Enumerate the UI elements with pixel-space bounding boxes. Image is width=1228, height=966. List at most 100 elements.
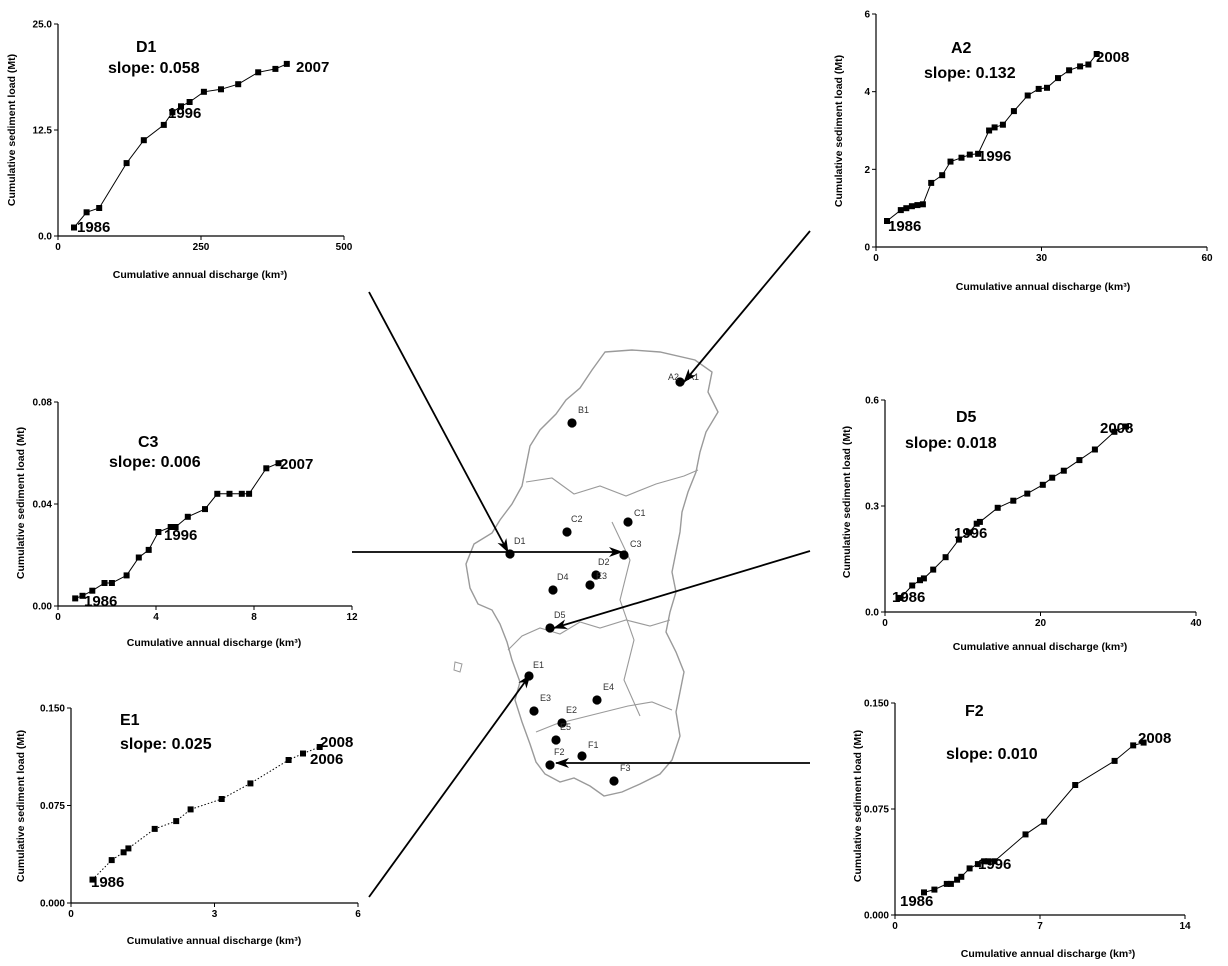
data-point: [135, 554, 142, 561]
x-axis-label: Cumulative annual discharge (km³): [127, 935, 301, 947]
year-annotation: 1986: [892, 589, 925, 606]
year-annotation: 1986: [888, 218, 921, 235]
y-tick-label: 0.0: [38, 232, 52, 243]
y-axis-label: Cumulative sediment load (Mt): [852, 730, 864, 882]
year-annotation: 1996: [164, 527, 197, 544]
data-point: [985, 858, 992, 865]
y-tick-label: 0.075: [40, 801, 65, 812]
data-point: [914, 202, 921, 209]
data-point: [272, 65, 279, 72]
station-label-e3: E3: [596, 571, 607, 581]
series-line: [92, 746, 320, 880]
data-point: [975, 150, 982, 157]
data-point: [255, 69, 262, 76]
data-point: [218, 86, 224, 93]
station-dot-e5: [551, 735, 561, 745]
data-point: [79, 592, 86, 599]
y-tick-label: 6: [864, 10, 870, 21]
station-label-b1: B1: [578, 405, 589, 415]
station-label-c3: C3: [630, 539, 642, 549]
x-axis-label: Cumulative annual discharge (km³): [127, 637, 301, 649]
data-point: [917, 577, 923, 584]
data-point: [285, 757, 292, 763]
y-tick-label: 25.0: [33, 20, 53, 31]
data-point: [1035, 85, 1042, 92]
data-point: [169, 109, 176, 116]
data-point: [1111, 428, 1118, 435]
data-point: [178, 103, 184, 110]
data-point: [1044, 84, 1050, 91]
year-annotation: 2008: [1100, 420, 1133, 437]
data-point: [151, 825, 158, 832]
station-label-f2: F2: [554, 747, 565, 757]
y-axis-label: Cumulative sediment load (Mt): [841, 426, 853, 578]
x-axis-label: Cumulative annual discharge (km³): [956, 281, 1130, 293]
chart-title: D1: [136, 39, 157, 56]
data-point: [947, 158, 954, 165]
station-dot-d5: [545, 623, 555, 633]
data-point: [958, 154, 965, 161]
chart-d1: 0 250 500 0.0 12.5 25.0 Cumulative annual disc…: [6, 20, 353, 282]
y-tick-label: 0.150: [864, 699, 889, 710]
data-point: [167, 524, 174, 530]
small-island: [453, 661, 463, 673]
x-tick-label: 12: [346, 612, 358, 623]
x-tick-label: 0: [68, 909, 74, 920]
station-label-e4: E4: [603, 682, 614, 692]
data-point: [83, 209, 90, 216]
data-point: [246, 490, 253, 497]
data-point: [316, 744, 323, 750]
x-tick-label: 0: [882, 618, 888, 629]
series-line: [923, 742, 1144, 893]
x-tick-label: 0: [892, 921, 898, 932]
y-tick-label: 4: [864, 87, 870, 98]
station-markers: A2 A1 B1 C1 C2 D1 C3 D2 E3 D4 D5 E1 E3 E4 E2 E5 F1 F2 F3: [505, 372, 699, 786]
data-point: [966, 151, 973, 158]
data-point: [954, 876, 961, 883]
data-point: [226, 490, 233, 497]
x-tick-label: 6: [355, 909, 361, 920]
data-point: [994, 504, 1001, 511]
data-point: [1085, 61, 1092, 68]
arrow-e1: [368, 674, 531, 898]
chart-slope: slope: 0.132: [924, 65, 1016, 82]
x-tick-label: 0: [55, 242, 61, 253]
y-tick-label: 0.0: [865, 608, 879, 619]
data-point: [101, 580, 108, 586]
year-annotation: 1996: [168, 105, 201, 122]
data-point: [1140, 739, 1147, 746]
data-point: [1060, 467, 1067, 474]
data-point: [1055, 75, 1061, 82]
data-point: [908, 203, 915, 210]
y-axis-label: Cumulative sediment load (Mt): [833, 55, 845, 207]
y-axis-label: Cumulative sediment load (Mt): [6, 54, 18, 206]
data-point: [1024, 490, 1031, 497]
region-boundary-north: [525, 469, 699, 497]
data-point: [921, 889, 927, 896]
data-point: [200, 88, 207, 95]
data-point: [1022, 831, 1029, 838]
station-label-f1: F1: [588, 740, 599, 750]
station-dot-c2: [562, 527, 572, 537]
station-label-e1: E1: [533, 660, 544, 670]
series-line: [73, 63, 288, 228]
y-tick-label: 2: [864, 165, 870, 176]
data-point: [1077, 63, 1084, 70]
station-label-d2: D2: [598, 557, 610, 567]
data-point: [218, 796, 225, 802]
data-point: [145, 546, 152, 553]
data-point: [986, 127, 993, 134]
station-label-f3: F3: [620, 763, 631, 773]
data-point: [1024, 92, 1031, 99]
data-point: [123, 160, 130, 167]
year-annotation: 1996: [954, 525, 987, 542]
station-label-d4: D4: [557, 572, 569, 582]
x-tick-label: 0: [55, 612, 61, 623]
data-point: [928, 179, 935, 186]
data-point: [943, 880, 950, 887]
y-axis-label: Cumulative sediment load (Mt): [15, 427, 27, 579]
station-label-e3: E3: [540, 693, 551, 703]
station-dot-e3: [585, 580, 595, 590]
data-point: [966, 865, 973, 872]
y-tick-label: 0.00: [33, 602, 53, 613]
